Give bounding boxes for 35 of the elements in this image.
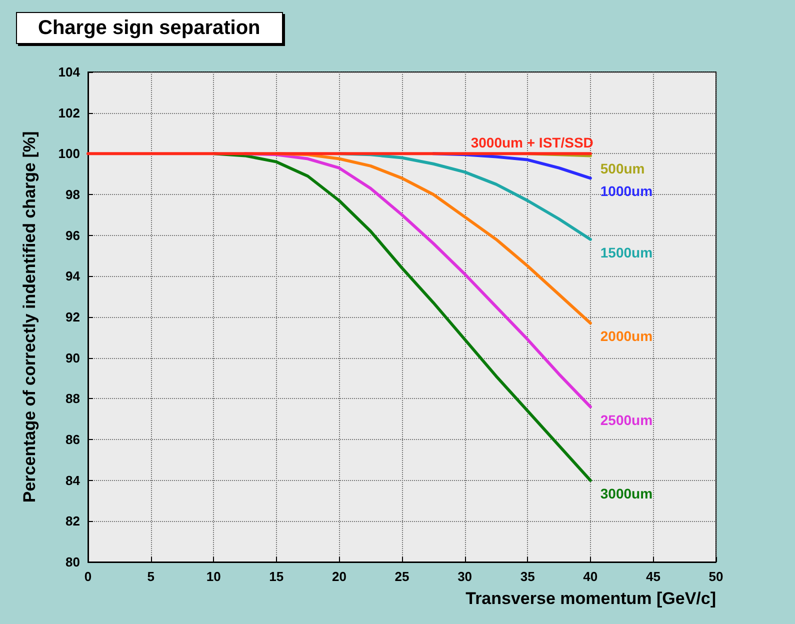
y-tick-label: 100	[58, 146, 80, 162]
line-series	[212, 152, 592, 482]
series-label: 2500um	[600, 412, 653, 428]
x-tick-label: 0	[84, 569, 92, 584]
x-tick-label: 45	[646, 569, 660, 584]
y-tick-label: 104	[58, 64, 81, 80]
y-tick-label: 96	[66, 228, 80, 243]
x-tick-label: 5	[147, 569, 154, 584]
y-tick-label: 82	[66, 514, 80, 529]
y-tick-label: 94	[66, 268, 81, 284]
series-label: 500um	[600, 160, 645, 177]
series-label: 3000um + IST/SSD	[470, 134, 594, 151]
series-label: 1000um	[600, 183, 653, 200]
y-tick-label: 90	[66, 350, 80, 366]
series-label: 1500um	[600, 244, 653, 260]
series-label: 2000um	[600, 328, 653, 344]
x-tick-label: 40	[583, 569, 598, 584]
chart-title: Charge sign separation	[38, 17, 260, 39]
y-tick-label: 86	[66, 432, 80, 447]
y-axis-title: Percentage of correctly indentified charge [%]	[20, 131, 39, 503]
x-axis-title: Transverse momentum [GeV/c]	[466, 589, 716, 608]
y-tick-label: 84	[66, 472, 81, 488]
x-tick-label: 35	[520, 569, 535, 584]
x-tick-label: 15	[269, 569, 284, 584]
y-tick-label: 92	[66, 310, 80, 324]
x-tick-label: 25	[394, 569, 410, 584]
x-tick-label: 30	[458, 569, 472, 584]
series-label: 3000um	[600, 485, 653, 502]
x-tick-label: 10	[206, 569, 221, 584]
x-tick-label: 50	[708, 569, 724, 584]
x-tick-label: 20	[332, 569, 346, 584]
y-tick-label: 80	[66, 554, 80, 570]
y-tick-label: 88	[66, 391, 80, 406]
y-tick-label: 102	[58, 105, 80, 120]
y-tick-label: 98	[66, 187, 80, 202]
